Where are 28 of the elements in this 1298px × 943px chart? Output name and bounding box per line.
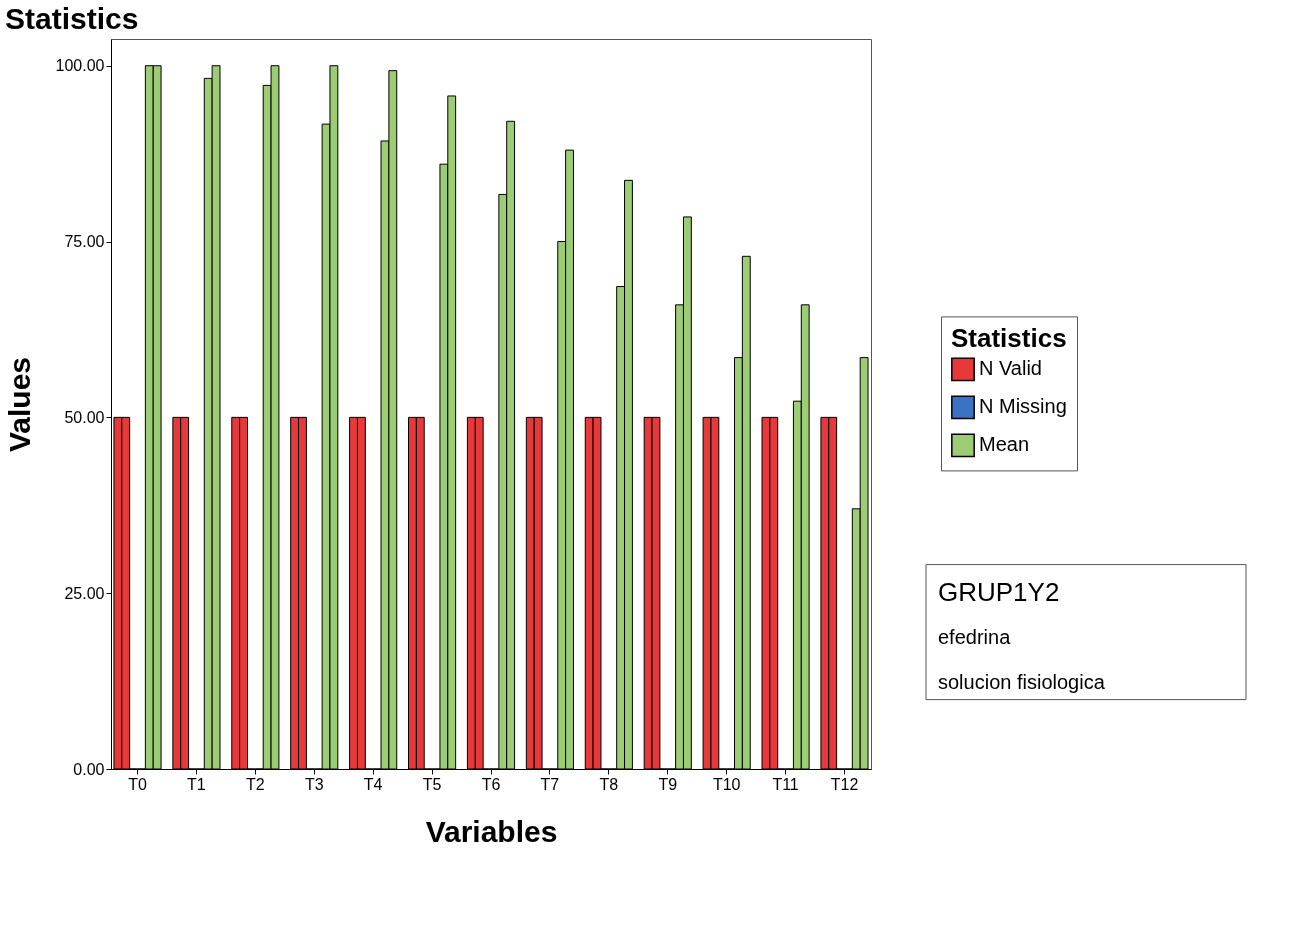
x-tick-label: T8 bbox=[599, 775, 619, 793]
x-tick-label: T6 bbox=[481, 775, 501, 793]
y-tick-label: 25.00 bbox=[64, 584, 105, 602]
legend-label: N Valid bbox=[979, 357, 1042, 380]
y-tick-label: 100.00 bbox=[55, 57, 105, 75]
x-axis-title: Variables bbox=[425, 814, 558, 848]
x-tick-label: T11 bbox=[772, 775, 799, 793]
x-tick-label: T9 bbox=[658, 775, 678, 793]
x-tick-label: T1 bbox=[187, 775, 206, 793]
text: efedrina bbox=[938, 625, 1012, 648]
x-tick-label: T0 bbox=[128, 775, 147, 793]
y-tick-label: 75.00 bbox=[64, 233, 105, 251]
x-tick-label: T10 bbox=[712, 775, 741, 793]
legend-label: Mean bbox=[979, 433, 1030, 456]
x-tick-label: T5 bbox=[422, 775, 442, 793]
legend-label: N Missing bbox=[979, 395, 1067, 418]
legend-title: Statistics bbox=[951, 323, 1067, 354]
x-tick-label: T12 bbox=[830, 775, 859, 793]
y-tick-label: 0.00 bbox=[73, 760, 105, 778]
y-axis-title: Values bbox=[2, 356, 36, 453]
x-tick-label: T3 bbox=[304, 775, 324, 793]
text: GRUP1Y2 bbox=[938, 576, 1060, 607]
x-tick-label: T4 bbox=[363, 775, 383, 793]
y-tick-label: 50.00 bbox=[64, 408, 105, 426]
chart-title: Statistics bbox=[5, 2, 139, 35]
x-tick-label: T7 bbox=[540, 775, 560, 793]
x-tick-label: T2 bbox=[246, 775, 265, 793]
text: solucion fisiologica bbox=[938, 670, 1106, 693]
